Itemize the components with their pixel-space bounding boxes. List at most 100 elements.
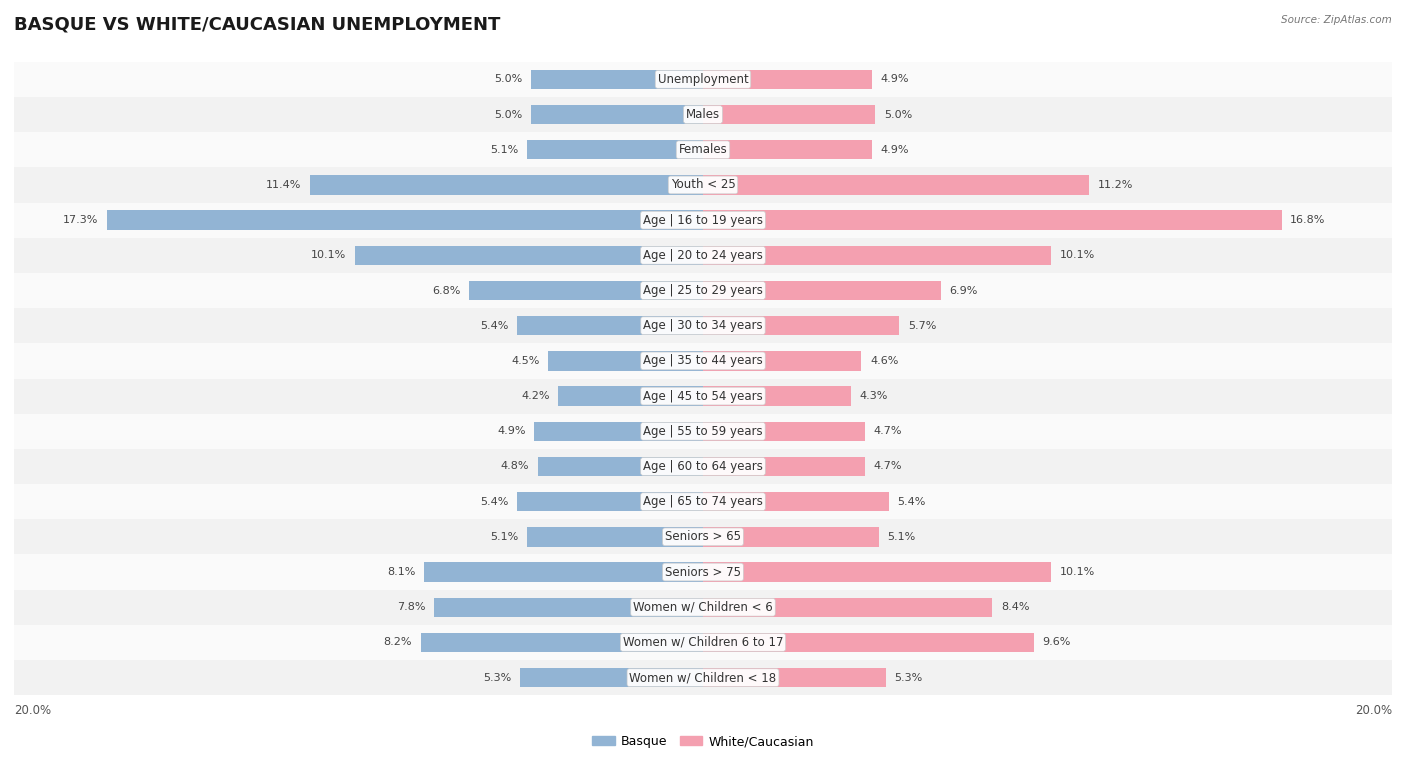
Bar	[558, 386, 703, 406]
Bar	[517, 492, 703, 511]
Bar	[14, 167, 1392, 203]
Bar	[356, 246, 703, 265]
Bar	[703, 456, 865, 476]
Bar	[703, 562, 1050, 581]
Bar	[468, 281, 703, 301]
Text: Age | 35 to 44 years: Age | 35 to 44 years	[643, 354, 763, 367]
Text: 4.9%: 4.9%	[498, 426, 526, 436]
Bar	[420, 633, 703, 652]
Text: 17.3%: 17.3%	[63, 215, 98, 225]
Text: 10.1%: 10.1%	[1060, 567, 1095, 577]
Text: Source: ZipAtlas.com: Source: ZipAtlas.com	[1281, 15, 1392, 25]
Text: 6.9%: 6.9%	[949, 285, 977, 295]
Text: 16.8%: 16.8%	[1291, 215, 1326, 225]
Text: 10.1%: 10.1%	[311, 251, 346, 260]
Text: 4.5%: 4.5%	[510, 356, 540, 366]
Text: Age | 55 to 59 years: Age | 55 to 59 years	[643, 425, 763, 438]
Text: 10.1%: 10.1%	[1060, 251, 1095, 260]
Bar	[703, 176, 1088, 195]
Text: 9.6%: 9.6%	[1042, 637, 1071, 647]
Text: 5.0%: 5.0%	[494, 110, 522, 120]
Bar	[14, 132, 1392, 167]
Text: 8.2%: 8.2%	[384, 637, 412, 647]
Bar	[14, 308, 1392, 344]
Text: Males: Males	[686, 108, 720, 121]
Text: 5.1%: 5.1%	[491, 145, 519, 154]
Bar	[14, 554, 1392, 590]
Bar	[531, 70, 703, 89]
Text: Women w/ Children 6 to 17: Women w/ Children 6 to 17	[623, 636, 783, 649]
Text: 4.2%: 4.2%	[522, 391, 550, 401]
Text: 5.0%: 5.0%	[494, 74, 522, 84]
Bar	[14, 413, 1392, 449]
Text: Women w/ Children < 6: Women w/ Children < 6	[633, 601, 773, 614]
Text: 20.0%: 20.0%	[1355, 704, 1392, 717]
Text: 20.0%: 20.0%	[14, 704, 51, 717]
Bar	[703, 70, 872, 89]
Bar	[14, 62, 1392, 97]
Text: 7.8%: 7.8%	[398, 603, 426, 612]
Text: 4.9%: 4.9%	[880, 74, 908, 84]
Bar	[703, 492, 889, 511]
Text: Women w/ Children < 18: Women w/ Children < 18	[630, 671, 776, 684]
Text: 6.8%: 6.8%	[432, 285, 460, 295]
Text: Age | 30 to 34 years: Age | 30 to 34 years	[643, 319, 763, 332]
Bar	[14, 273, 1392, 308]
Bar	[425, 562, 703, 581]
Bar	[703, 316, 900, 335]
Text: Age | 45 to 54 years: Age | 45 to 54 years	[643, 390, 763, 403]
Bar	[14, 590, 1392, 625]
Bar	[520, 668, 703, 687]
Text: 4.7%: 4.7%	[873, 462, 903, 472]
Text: 4.9%: 4.9%	[880, 145, 908, 154]
Text: 5.1%: 5.1%	[491, 532, 519, 542]
Bar	[703, 281, 941, 301]
Bar	[703, 422, 865, 441]
Bar	[531, 105, 703, 124]
Bar	[703, 105, 875, 124]
Text: Age | 20 to 24 years: Age | 20 to 24 years	[643, 249, 763, 262]
Text: 5.0%: 5.0%	[884, 110, 912, 120]
Bar	[703, 246, 1050, 265]
Text: 5.3%: 5.3%	[484, 673, 512, 683]
Bar	[548, 351, 703, 371]
Bar	[527, 527, 703, 547]
Bar	[434, 597, 703, 617]
Text: Unemployment: Unemployment	[658, 73, 748, 86]
Bar	[537, 456, 703, 476]
Bar	[703, 386, 851, 406]
Text: 4.8%: 4.8%	[501, 462, 529, 472]
Text: Youth < 25: Youth < 25	[671, 179, 735, 192]
Text: 5.7%: 5.7%	[908, 321, 936, 331]
Text: Females: Females	[679, 143, 727, 156]
Text: Age | 65 to 74 years: Age | 65 to 74 years	[643, 495, 763, 508]
Bar	[527, 140, 703, 160]
Bar	[14, 97, 1392, 132]
Text: 4.7%: 4.7%	[873, 426, 903, 436]
Bar	[703, 668, 886, 687]
Bar	[14, 519, 1392, 554]
Bar	[14, 484, 1392, 519]
Text: Age | 25 to 29 years: Age | 25 to 29 years	[643, 284, 763, 297]
Text: BASQUE VS WHITE/CAUCASIAN UNEMPLOYMENT: BASQUE VS WHITE/CAUCASIAN UNEMPLOYMENT	[14, 15, 501, 33]
Bar	[14, 344, 1392, 378]
Text: 8.4%: 8.4%	[1001, 603, 1029, 612]
Text: Seniors > 65: Seniors > 65	[665, 531, 741, 544]
Bar	[517, 316, 703, 335]
Legend: Basque, White/Caucasian: Basque, White/Caucasian	[588, 730, 818, 753]
Bar	[703, 633, 1033, 652]
Bar	[14, 238, 1392, 273]
Bar	[14, 378, 1392, 413]
Text: 5.3%: 5.3%	[894, 673, 922, 683]
Text: Seniors > 75: Seniors > 75	[665, 565, 741, 578]
Bar	[107, 210, 703, 230]
Bar	[14, 203, 1392, 238]
Bar	[14, 660, 1392, 695]
Text: 5.4%: 5.4%	[479, 497, 509, 506]
Text: Age | 60 to 64 years: Age | 60 to 64 years	[643, 460, 763, 473]
Bar	[703, 597, 993, 617]
Bar	[703, 210, 1282, 230]
Bar	[703, 351, 862, 371]
Text: 11.2%: 11.2%	[1098, 180, 1133, 190]
Text: 4.3%: 4.3%	[859, 391, 889, 401]
